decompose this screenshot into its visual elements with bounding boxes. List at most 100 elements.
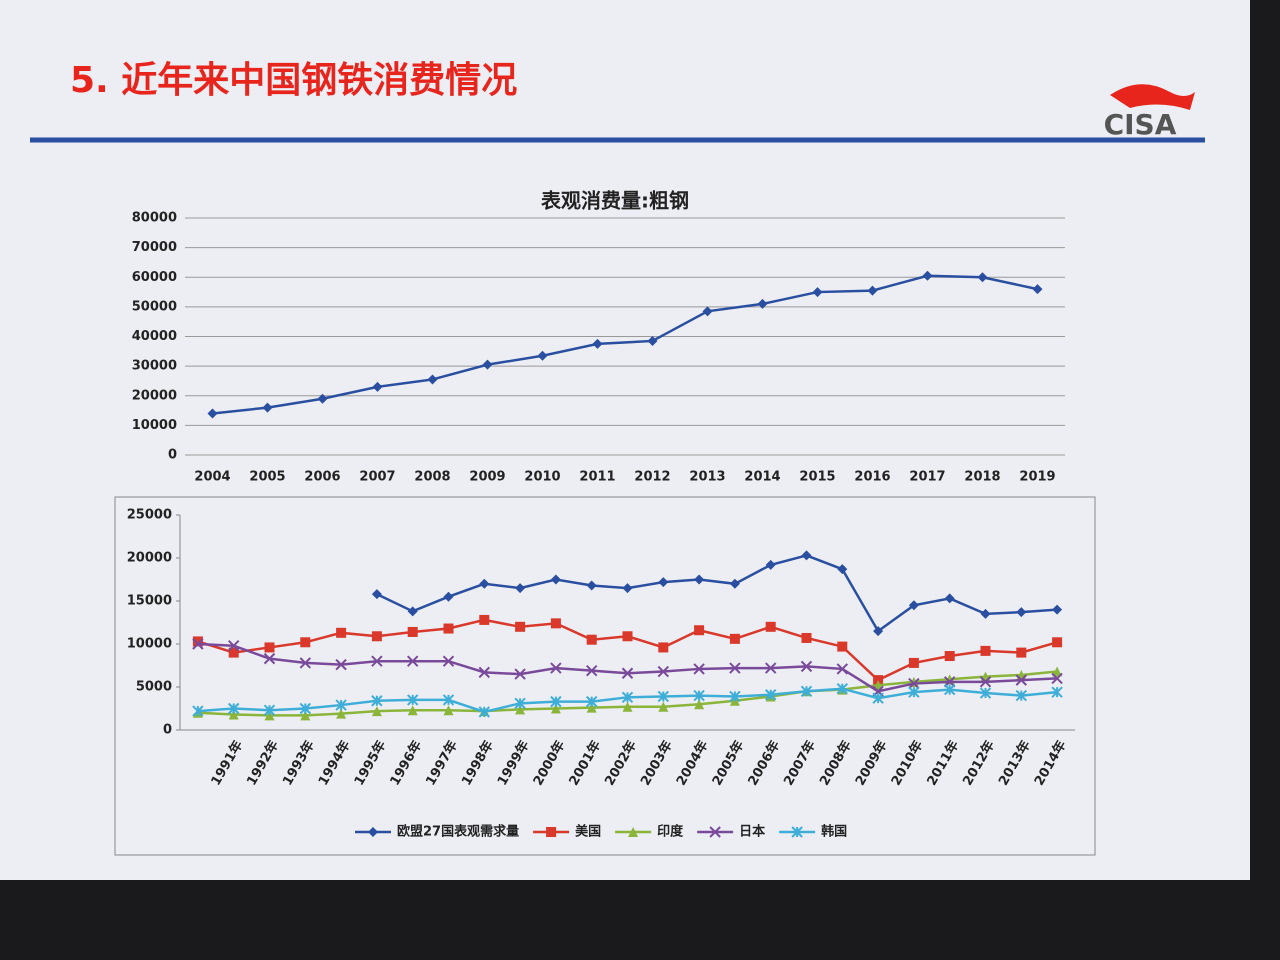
marker xyxy=(647,335,658,346)
marker xyxy=(1015,689,1028,702)
marker xyxy=(765,559,776,570)
x-tick-label: 2009 xyxy=(469,470,505,485)
marker xyxy=(801,632,812,643)
marker xyxy=(546,827,557,837)
x-tick-label: 2008 xyxy=(414,470,450,485)
y-tick-label: 40000 xyxy=(132,329,177,344)
marker xyxy=(1052,637,1063,648)
marker xyxy=(407,606,418,617)
marker xyxy=(227,702,240,715)
x-tick-label: 2007 xyxy=(359,470,395,485)
legend-label: 印度 xyxy=(657,824,684,840)
marker xyxy=(693,689,705,702)
marker xyxy=(478,706,491,718)
marker xyxy=(729,633,740,644)
y-tick-label: 20000 xyxy=(127,551,172,566)
marker xyxy=(227,640,240,652)
marker xyxy=(628,827,639,837)
marker xyxy=(657,690,670,703)
marker xyxy=(764,662,777,674)
marker xyxy=(872,692,884,704)
marker xyxy=(442,655,455,667)
marker xyxy=(299,702,312,715)
marker xyxy=(657,665,670,678)
marker xyxy=(371,655,383,667)
y-tick-label: 70000 xyxy=(132,240,177,255)
marker xyxy=(1015,674,1028,686)
marker xyxy=(317,393,328,404)
chart-title: 表观消费量:粗钢 xyxy=(541,189,689,213)
x-tick-label: 2013 xyxy=(689,470,725,485)
x-tick-label: 2006 xyxy=(304,470,340,485)
x-tick-label: 2010 xyxy=(524,470,560,485)
y-tick-label: 0 xyxy=(163,723,172,738)
marker xyxy=(694,699,705,710)
marker xyxy=(537,350,548,361)
marker xyxy=(371,695,383,707)
x-tick-label: 2019 xyxy=(1019,470,1055,485)
marker xyxy=(837,564,848,575)
marker xyxy=(585,664,598,677)
marker xyxy=(228,709,239,720)
y-tick-label: 10000 xyxy=(127,637,172,652)
marker xyxy=(371,589,382,600)
y-tick-label: 10000 xyxy=(132,418,177,433)
marker xyxy=(1051,686,1063,698)
marker xyxy=(300,637,311,648)
marker xyxy=(944,593,955,604)
marker xyxy=(336,627,347,638)
legend-label: 韩国 xyxy=(821,824,847,840)
marker xyxy=(1016,607,1027,618)
marker xyxy=(621,667,634,679)
marker xyxy=(908,600,919,611)
marker xyxy=(406,694,419,706)
marker xyxy=(264,642,275,653)
marker xyxy=(515,583,526,594)
marker xyxy=(764,689,777,701)
marker xyxy=(694,625,705,636)
marker xyxy=(693,663,705,675)
marker xyxy=(702,306,713,317)
marker xyxy=(192,636,203,647)
marker xyxy=(592,338,603,349)
x-tick-label: 2017 xyxy=(909,470,945,485)
marker xyxy=(207,408,218,419)
marker xyxy=(800,660,813,673)
marker xyxy=(621,691,634,704)
marker xyxy=(586,634,597,645)
marker xyxy=(443,591,454,602)
marker xyxy=(1032,284,1043,295)
marker xyxy=(442,694,455,706)
marker xyxy=(443,705,454,716)
marker xyxy=(550,574,561,585)
y-tick-label: 25000 xyxy=(127,508,172,523)
legend-label: 美国 xyxy=(575,824,601,840)
y-tick-label: 30000 xyxy=(132,359,177,374)
marker xyxy=(515,704,526,715)
marker xyxy=(837,641,848,652)
marker xyxy=(873,675,884,686)
marker xyxy=(478,666,491,679)
marker xyxy=(372,381,383,392)
marker xyxy=(622,631,633,642)
marker xyxy=(709,826,721,838)
y-tick-label: 60000 xyxy=(132,270,177,285)
marker xyxy=(228,647,239,658)
marker xyxy=(550,695,562,708)
marker xyxy=(729,690,741,703)
marker xyxy=(658,642,669,653)
slide-title: 5. 近年来中国钢铁消费情况 xyxy=(70,60,517,101)
marker xyxy=(427,374,438,385)
marker xyxy=(944,651,955,662)
marker xyxy=(622,701,633,712)
marker xyxy=(514,668,526,680)
marker xyxy=(192,705,204,717)
marker xyxy=(264,710,275,721)
marker xyxy=(622,583,633,594)
marker xyxy=(977,272,988,283)
marker xyxy=(980,608,991,619)
marker xyxy=(550,662,562,674)
marker xyxy=(585,695,598,708)
marker xyxy=(765,621,776,632)
